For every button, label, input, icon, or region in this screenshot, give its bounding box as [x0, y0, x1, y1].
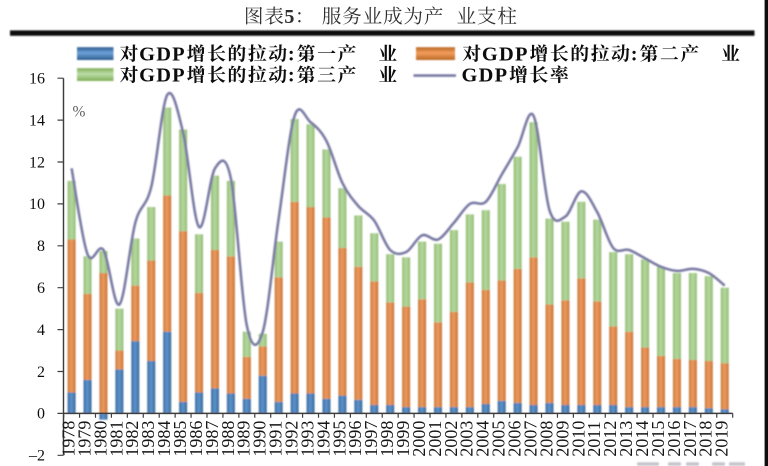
svg-text:1981: 1981: [106, 421, 126, 457]
svg-text:1989: 1989: [234, 421, 254, 457]
svg-text::: :: [288, 65, 296, 87]
svg-text:1995: 1995: [329, 421, 349, 457]
svg-text:GDP: GDP: [482, 43, 529, 65]
svg-text:1980: 1980: [90, 421, 110, 457]
svg-text:1988: 1988: [218, 421, 238, 457]
svg-text:4: 4: [37, 322, 45, 339]
svg-text:2000: 2000: [409, 421, 429, 457]
svg-text:2001: 2001: [425, 421, 445, 457]
svg-text:–2: –2: [28, 448, 45, 465]
svg-text:1978: 1978: [59, 421, 79, 457]
svg-text:14: 14: [29, 112, 45, 129]
svg-text:GDP: GDP: [462, 65, 509, 87]
svg-text:GDP: GDP: [139, 65, 186, 87]
svg-text:2009: 2009: [552, 421, 572, 457]
svg-text:2: 2: [37, 364, 45, 381]
svg-text:1991: 1991: [266, 421, 286, 457]
svg-text:8: 8: [37, 238, 45, 255]
svg-text:2015: 2015: [648, 421, 668, 457]
svg-text:1993: 1993: [297, 421, 317, 457]
svg-text:2006: 2006: [505, 421, 525, 457]
svg-text:GDP: GDP: [139, 43, 186, 65]
svg-text:1999: 1999: [393, 421, 413, 457]
svg-text:1983: 1983: [138, 421, 158, 457]
svg-text:10: 10: [29, 196, 45, 213]
svg-text:1997: 1997: [361, 421, 381, 457]
svg-text:2002: 2002: [441, 421, 461, 457]
svg-text:1994: 1994: [313, 421, 333, 457]
svg-text:1996: 1996: [345, 421, 365, 457]
svg-text:1998: 1998: [377, 421, 397, 457]
svg-text:2017: 2017: [680, 421, 700, 457]
svg-text:6: 6: [37, 280, 45, 297]
svg-text:2016: 2016: [664, 421, 684, 457]
svg-text:2010: 2010: [568, 421, 588, 457]
svg-text:1985: 1985: [170, 421, 190, 457]
svg-text:2019: 2019: [712, 421, 732, 457]
svg-text:5: 5: [284, 6, 294, 28]
svg-text:16: 16: [29, 71, 45, 88]
svg-text:1990: 1990: [250, 421, 270, 457]
svg-text:2008: 2008: [536, 421, 556, 457]
svg-text:2007: 2007: [521, 421, 541, 457]
svg-text:1992: 1992: [282, 421, 302, 457]
svg-text:1979: 1979: [74, 421, 94, 457]
svg-text:1982: 1982: [122, 421, 142, 457]
svg-text:1986: 1986: [186, 421, 206, 457]
svg-text:0: 0: [37, 406, 45, 423]
svg-text:2003: 2003: [457, 421, 477, 457]
svg-text:2012: 2012: [600, 421, 620, 457]
svg-text:2014: 2014: [632, 421, 652, 457]
svg-text:2005: 2005: [489, 421, 509, 457]
svg-text::: :: [288, 43, 296, 65]
svg-text:%: %: [73, 104, 86, 121]
svg-text::: :: [631, 43, 639, 65]
svg-text:1987: 1987: [202, 421, 222, 457]
svg-text:2004: 2004: [473, 421, 493, 457]
svg-text:2018: 2018: [696, 421, 716, 457]
svg-text:12: 12: [29, 154, 45, 171]
svg-text:2011: 2011: [584, 421, 604, 456]
svg-text:1984: 1984: [154, 421, 174, 457]
svg-text:2013: 2013: [616, 421, 636, 457]
